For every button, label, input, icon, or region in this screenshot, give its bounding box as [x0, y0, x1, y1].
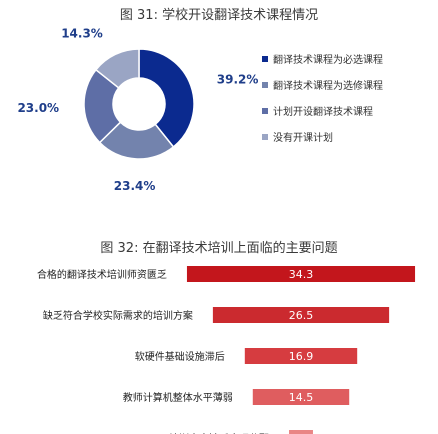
slice-value-label: 23.4%	[114, 179, 156, 193]
bar-value-label: 34.3	[289, 268, 314, 281]
legend-swatch	[262, 82, 268, 88]
donut-slice	[94, 48, 140, 89]
bar	[289, 430, 313, 434]
legend-label: 翻译技术课程为必选课程	[273, 53, 383, 66]
bar	[252, 389, 350, 405]
bar-value-label: 3.6	[292, 432, 310, 434]
donut-slice	[138, 48, 195, 148]
legend-swatch	[262, 56, 268, 62]
legend-label: 翻译技术课程为选修课程	[273, 79, 383, 92]
category-label: 缺乏符合学校实际需求的培训方案	[43, 309, 193, 322]
category-label: 软硬件基础设施滞后	[135, 350, 225, 363]
legend-swatch	[262, 108, 268, 114]
course-offering-donut-chart: 39.2% 23.4% 23.0% 14.3% 翻译技术课程为必选课程翻译技术课程为选修…	[17, 26, 383, 193]
slice-value-label: 39.2%	[217, 72, 259, 86]
legend-swatch	[262, 134, 268, 140]
bar	[244, 348, 358, 364]
bar-value-label: 16.9	[289, 350, 314, 363]
bar-chart-title: 图 32: 在翻译技术培训上面临的主要问题	[100, 241, 338, 256]
category-label: 教师计算机整体水平薄弱	[123, 391, 233, 404]
bar	[212, 307, 390, 323]
bar-value-label: 26.5	[289, 309, 314, 322]
category-label: 合格的翻译技术培训师资匮乏	[37, 268, 167, 281]
bar	[186, 266, 416, 282]
legend-label: 没有开课计划	[273, 131, 333, 144]
bar-value-label: 14.5	[289, 391, 314, 404]
donut-chart-title: 图 31: 学校开设翻译技术课程情况	[119, 8, 319, 23]
slice-value-label: 23.0%	[17, 101, 59, 115]
legend-label: 计划开设翻译技术课程	[273, 105, 373, 118]
slice-value-label: 14.3%	[61, 26, 103, 40]
